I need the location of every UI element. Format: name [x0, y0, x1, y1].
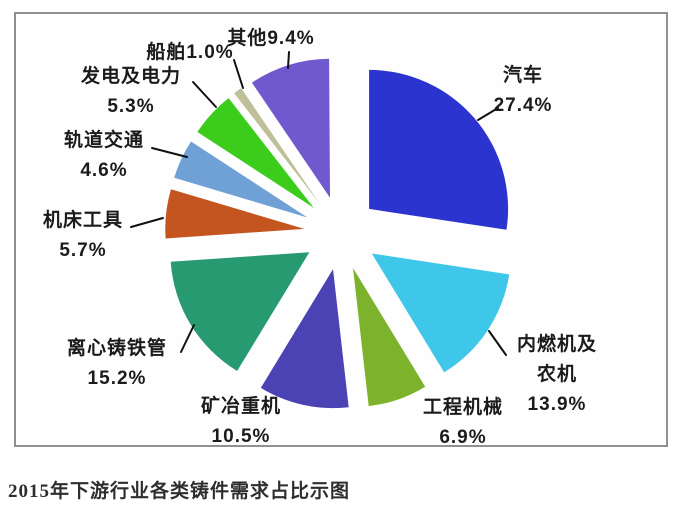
chart-frame [14, 12, 668, 447]
chart-caption: 2015年下游行业各类铸件需求占比示图 [8, 481, 351, 502]
